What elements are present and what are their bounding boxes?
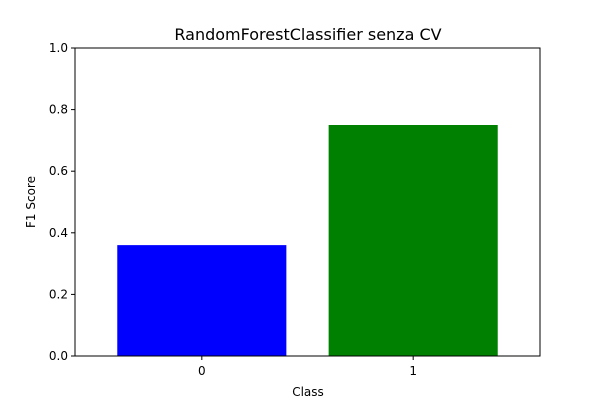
bar-class-1 [328, 125, 498, 356]
y-tick-label: 0.6 [49, 164, 68, 178]
bars-group [117, 125, 498, 356]
chart-title: RandomForestClassifier senza CV [174, 25, 441, 44]
x-axis-label: Class [292, 385, 324, 399]
y-tick-label: 1.0 [49, 41, 68, 55]
bar-class-0 [117, 245, 287, 356]
plot-frame [74, 47, 541, 357]
y-tick-label: 0.8 [49, 103, 68, 117]
x-tick-label: 1 [409, 364, 417, 378]
y-axis-ticks: 0.0 0.2 0.4 0.6 0.8 1.0 [49, 41, 75, 363]
y-axis-label: F1 Score [24, 176, 38, 228]
y-tick-label: 0.0 [49, 349, 68, 363]
y-tick-label: 0.4 [49, 226, 68, 240]
x-tick-label: 0 [198, 364, 206, 378]
y-tick-label: 0.2 [49, 287, 68, 301]
